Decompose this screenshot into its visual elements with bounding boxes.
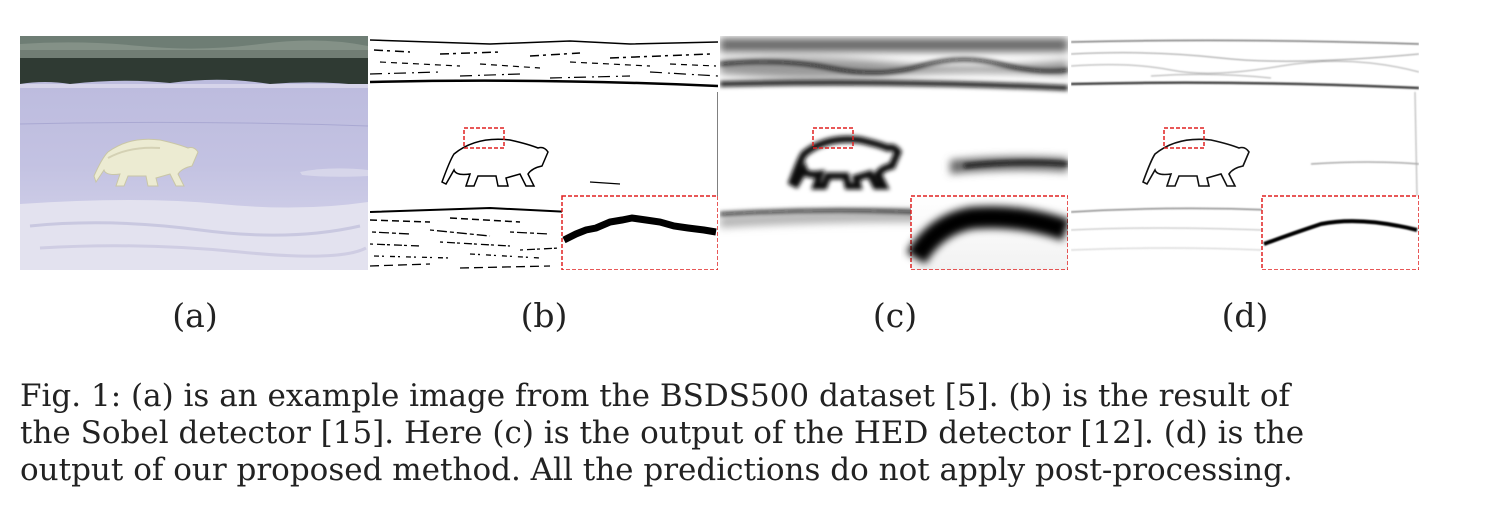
sobel-result-panel <box>370 36 718 270</box>
highlight-box <box>812 127 854 149</box>
subfigure-label-c: (c) <box>872 296 918 335</box>
caption-line: the Sobel detector [15]. Here (c) is the… <box>20 415 1305 451</box>
highlight-box <box>463 127 505 149</box>
caption-line: output of our proposed method. All the p… <box>20 452 1293 488</box>
subfigure-label-a: (a) <box>172 296 218 335</box>
subfigure-label-d: (d) <box>1221 296 1269 335</box>
caption-line: Fig. 1: (a) is an example image from the… <box>20 378 1291 414</box>
figure-caption: Fig. 1: (a) is an example image from the… <box>20 378 1460 489</box>
input-photo-panel <box>20 36 368 270</box>
proposed-result-panel <box>1071 36 1419 270</box>
sobel-edge-map <box>370 36 718 270</box>
highlight-box <box>1163 127 1205 149</box>
polar-bear-photo <box>20 36 368 270</box>
zoom-inset <box>1261 195 1419 270</box>
polar-bear <box>93 138 199 187</box>
hed-edge-map <box>720 36 1068 270</box>
subfigure-label-b: (b) <box>520 296 568 335</box>
hed-result-panel <box>720 36 1068 270</box>
proposed-edge-map <box>1071 36 1419 270</box>
